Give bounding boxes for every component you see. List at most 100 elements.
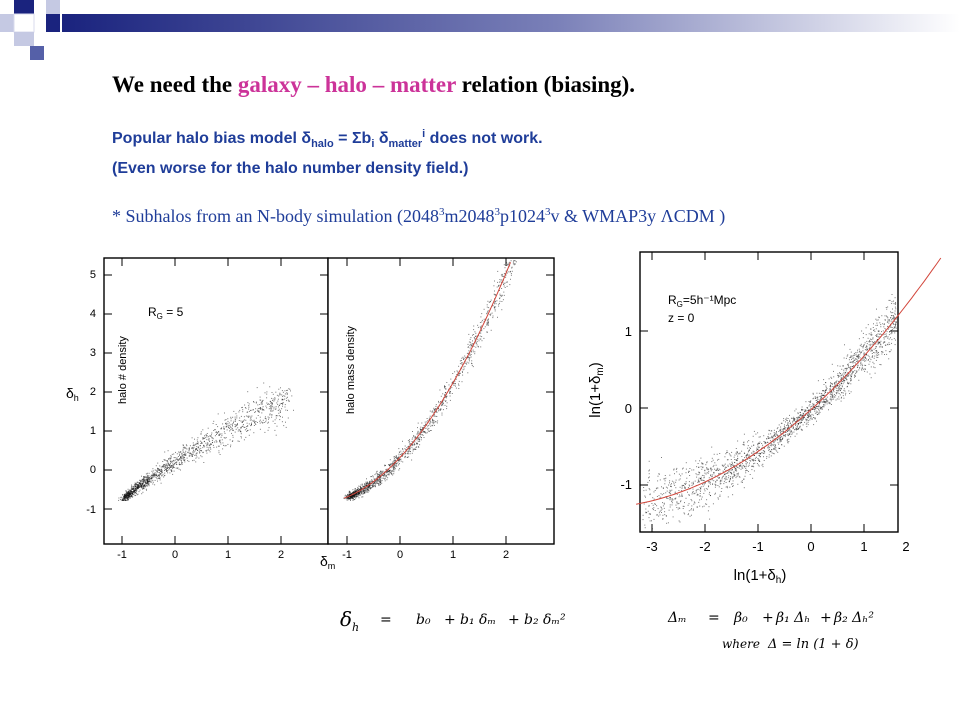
- scatter-point: [384, 473, 386, 474]
- scatter-point: [275, 434, 277, 436]
- scatter-point: [671, 486, 672, 488]
- scatter-point: [243, 416, 245, 418]
- scatter-point: [507, 281, 508, 283]
- scatter-point: [206, 435, 208, 437]
- scatter-point: [787, 425, 789, 427]
- scatter-point: [821, 393, 823, 395]
- scatter-point: [696, 466, 698, 468]
- scatter-point: [889, 320, 891, 322]
- scatter-point: [786, 420, 788, 422]
- scatter-point: [410, 451, 411, 453]
- scatter-point: [711, 457, 713, 459]
- scatter-point: [435, 415, 437, 417]
- scatter-point: [285, 397, 287, 399]
- scatter-point: [748, 449, 750, 451]
- scatter-point: [208, 439, 210, 441]
- scatter-point: [820, 395, 822, 397]
- scatter-point: [871, 343, 873, 345]
- scatter-point: [729, 463, 731, 465]
- scatter-point: [146, 480, 148, 482]
- scatter-point: [253, 432, 255, 434]
- scatter-point: [846, 386, 848, 388]
- scatter-point: [878, 352, 879, 353]
- scatter-point: [734, 459, 736, 460]
- scatter-point: [418, 433, 420, 435]
- scatter-point: [747, 471, 749, 472]
- scatter-point: [816, 412, 818, 414]
- scatter-point: [417, 446, 419, 448]
- scatter-point: [369, 480, 371, 482]
- scatter-point: [814, 418, 816, 420]
- scatter-point: [417, 438, 419, 440]
- scatter-point: [221, 427, 223, 429]
- scatter-point: [365, 491, 367, 493]
- scatter-point: [366, 478, 367, 480]
- scatter-point: [742, 465, 744, 467]
- scatter-point: [851, 358, 852, 360]
- scatter-point: [212, 442, 213, 444]
- scatter-point: [180, 457, 182, 459]
- scatter-point: [137, 485, 139, 487]
- scatter-point: [486, 312, 488, 314]
- scatter-point: [487, 319, 489, 321]
- scatter-point: [712, 459, 714, 461]
- scatter-point: [708, 493, 710, 495]
- scatter-point: [877, 330, 879, 332]
- scatter-point: [232, 436, 234, 438]
- scatter-point: [229, 427, 230, 429]
- scatter-point: [879, 364, 881, 365]
- scatter-point: [659, 510, 661, 512]
- scatter-point: [473, 329, 475, 331]
- eq-right-plus: +: [762, 610, 774, 626]
- scatter-point: [778, 448, 780, 449]
- scatter-point: [686, 477, 688, 479]
- scatter-point: [170, 457, 172, 459]
- scatter-point: [845, 394, 846, 396]
- scatter-point: [249, 429, 251, 431]
- scatter-point: [363, 489, 365, 491]
- scatter-point: [690, 499, 692, 500]
- scatter-point: [181, 452, 183, 454]
- scatter-point: [801, 406, 803, 408]
- scatter-point: [167, 467, 169, 469]
- scatter-point: [787, 418, 789, 419]
- scatter-point: [864, 370, 866, 372]
- scatter-point: [863, 352, 865, 354]
- scatter-point: [271, 406, 273, 408]
- scatter-point: [759, 446, 760, 448]
- scatter-point: [500, 274, 502, 276]
- scatter-point: [136, 493, 137, 494]
- scatter-point: [870, 339, 872, 341]
- scatter-point: [803, 415, 805, 417]
- scatter-point: [857, 354, 859, 356]
- scatter-point: [468, 362, 470, 364]
- scatter-point: [354, 489, 356, 491]
- scatter-point: [355, 490, 357, 492]
- scatter-point: [668, 484, 670, 486]
- scatter-point: [169, 463, 171, 464]
- scatter-point: [870, 340, 872, 342]
- scatter-point: [154, 484, 156, 486]
- scatter-point: [864, 342, 866, 344]
- scatter-point: [818, 392, 820, 394]
- scatter-point: [268, 417, 270, 419]
- scatter-point: [825, 386, 827, 388]
- scatter-point: [846, 375, 848, 377]
- scatter-point: [399, 459, 401, 461]
- scatter-point: [703, 484, 705, 486]
- scatter-point: [147, 481, 149, 482]
- scatter-point: [841, 374, 843, 376]
- scatter-point: [849, 369, 851, 371]
- scatter-point: [679, 494, 680, 496]
- scatter-point: [206, 439, 208, 441]
- scatter-point: [679, 478, 681, 480]
- scatter-point: [279, 410, 281, 412]
- scatter-point: [826, 403, 828, 405]
- scatter-point: [267, 404, 269, 405]
- scatter-point: [133, 486, 135, 487]
- scatter-point: [158, 475, 160, 477]
- scatter-point: [192, 451, 194, 453]
- scatter-point: [496, 300, 498, 302]
- scatter-point: [796, 426, 798, 428]
- scatter-point: [736, 470, 738, 472]
